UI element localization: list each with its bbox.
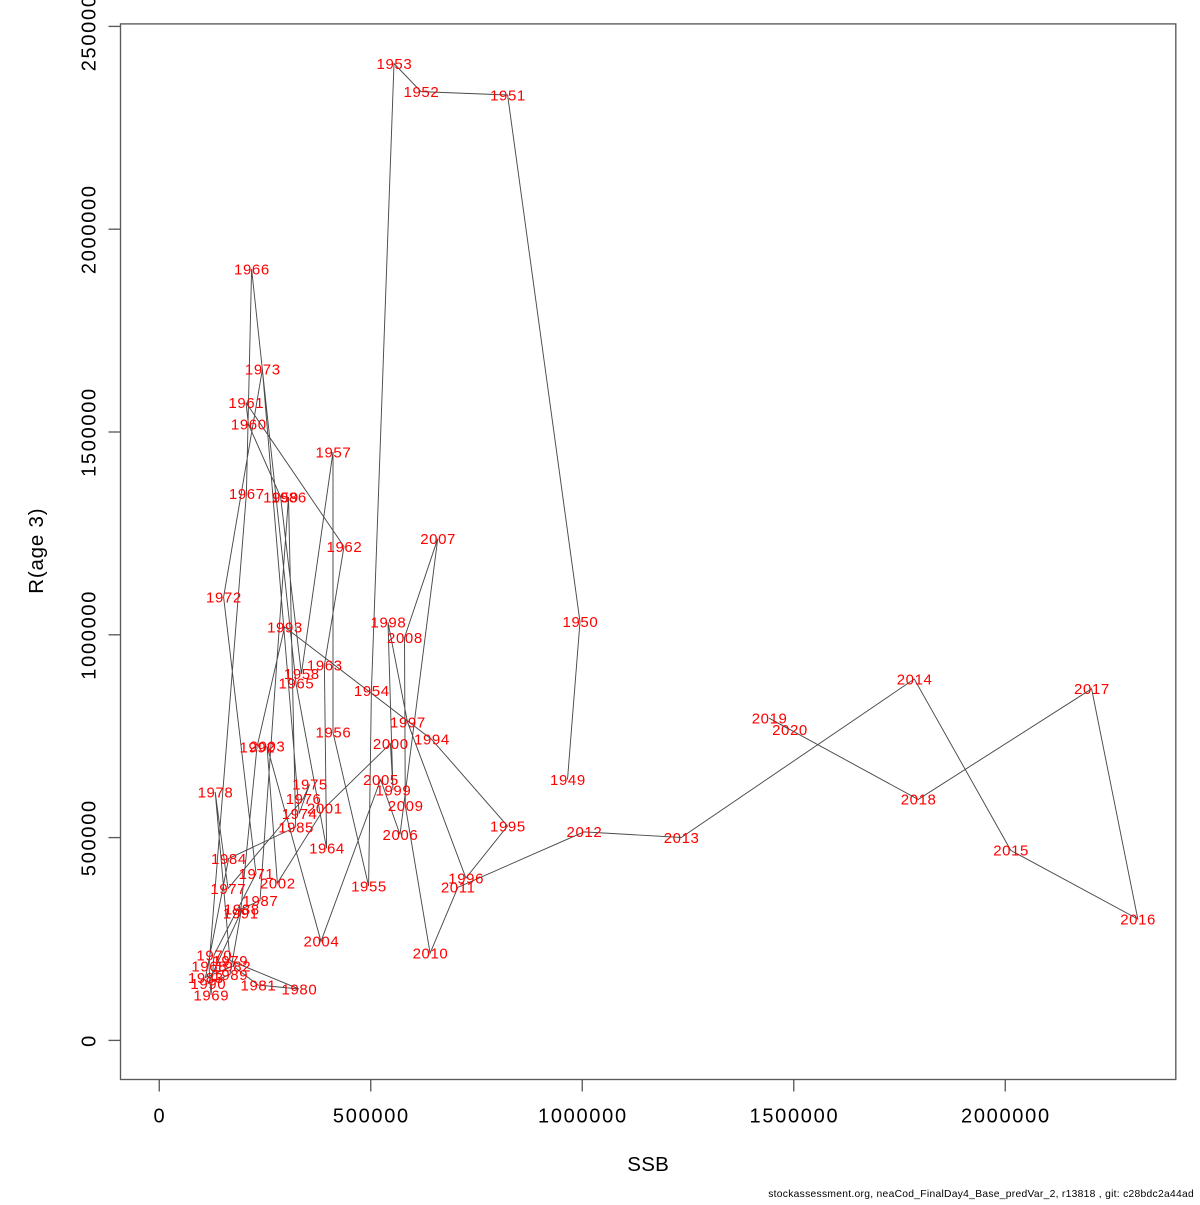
svg-text:1959: 1959 — [263, 489, 299, 506]
svg-text:1967: 1967 — [229, 486, 265, 503]
svg-text:2005: 2005 — [363, 772, 399, 789]
svg-text:2015: 2015 — [993, 843, 1029, 860]
svg-text:2011: 2011 — [441, 880, 476, 897]
svg-text:2018: 2018 — [901, 792, 937, 809]
svg-text:1951: 1951 — [490, 87, 526, 104]
svg-text:1961: 1961 — [228, 395, 264, 412]
svg-text:1955: 1955 — [351, 878, 387, 895]
svg-text:1957: 1957 — [316, 444, 352, 461]
svg-text:2500000: 2500000 — [79, 0, 101, 71]
svg-text:2020: 2020 — [772, 722, 808, 739]
svg-text:2000000: 2000000 — [79, 184, 101, 274]
svg-text:1974: 1974 — [282, 806, 318, 823]
svg-text:2016: 2016 — [1120, 911, 1156, 928]
svg-text:2014: 2014 — [897, 671, 933, 688]
svg-text:1987: 1987 — [243, 893, 279, 910]
svg-text:1991: 1991 — [223, 905, 259, 922]
svg-text:2000000: 2000000 — [961, 1105, 1051, 1127]
svg-text:2003: 2003 — [250, 738, 286, 755]
svg-text:2004: 2004 — [304, 934, 340, 951]
svg-text:1973: 1973 — [245, 362, 281, 379]
svg-text:2008: 2008 — [387, 630, 423, 647]
svg-text:2009: 2009 — [388, 798, 424, 815]
svg-text:2001: 2001 — [307, 800, 343, 817]
svg-text:1971: 1971 — [239, 866, 275, 883]
svg-text:1952: 1952 — [404, 84, 440, 101]
svg-text:1966: 1966 — [234, 261, 270, 278]
svg-text:1993: 1993 — [267, 619, 303, 636]
svg-text:1983: 1983 — [188, 970, 224, 987]
svg-text:2012: 2012 — [567, 824, 603, 841]
svg-text:1980: 1980 — [282, 981, 318, 998]
svg-text:1984: 1984 — [211, 851, 247, 868]
svg-text:1978: 1978 — [198, 784, 234, 801]
svg-text:2013: 2013 — [664, 830, 700, 847]
svg-text:1996: 1996 — [448, 870, 484, 887]
svg-text:1963: 1963 — [307, 658, 343, 675]
svg-text:1000000: 1000000 — [79, 590, 101, 680]
svg-text:1954: 1954 — [354, 683, 390, 700]
svg-text:2010: 2010 — [413, 946, 449, 963]
svg-text:1977: 1977 — [210, 881, 246, 898]
svg-text:2000: 2000 — [373, 736, 409, 753]
svg-text:1975: 1975 — [292, 777, 328, 794]
svg-text:2019: 2019 — [752, 711, 788, 728]
svg-text:1969: 1969 — [193, 987, 229, 1004]
svg-text:1992: 1992 — [240, 739, 276, 756]
svg-text:1968: 1968 — [191, 958, 227, 975]
svg-text:1990: 1990 — [190, 976, 226, 993]
svg-text:1949: 1949 — [550, 772, 586, 789]
svg-text:0: 0 — [153, 1105, 166, 1127]
svg-text:2007: 2007 — [420, 531, 456, 548]
svg-text:1962: 1962 — [327, 539, 363, 556]
svg-text:1979: 1979 — [212, 953, 248, 970]
svg-text:1500000: 1500000 — [79, 387, 101, 477]
svg-text:1995: 1995 — [490, 818, 526, 835]
svg-text:500000: 500000 — [79, 799, 101, 876]
svg-text:R(age 3): R(age 3) — [25, 508, 48, 594]
svg-text:1981: 1981 — [241, 977, 277, 994]
svg-text:1989: 1989 — [212, 967, 248, 984]
svg-text:1998: 1998 — [371, 615, 407, 632]
svg-text:1986: 1986 — [271, 489, 307, 506]
svg-text:1988: 1988 — [224, 901, 260, 918]
svg-text:1965: 1965 — [279, 676, 315, 693]
svg-text:1972: 1972 — [206, 589, 242, 606]
svg-text:1994: 1994 — [414, 732, 450, 749]
svg-text:1999: 1999 — [376, 782, 412, 799]
svg-text:1997: 1997 — [390, 714, 426, 731]
svg-text:500000: 500000 — [333, 1105, 410, 1127]
svg-text:1956: 1956 — [316, 725, 352, 742]
svg-text:1000000: 1000000 — [538, 1105, 628, 1127]
svg-text:1953: 1953 — [377, 56, 413, 73]
svg-text:2017: 2017 — [1074, 681, 1110, 698]
svg-text:1960: 1960 — [231, 417, 267, 434]
svg-text:1958: 1958 — [284, 666, 320, 683]
svg-text:1500000: 1500000 — [750, 1105, 840, 1127]
svg-text:1970: 1970 — [196, 947, 232, 964]
svg-text:1976: 1976 — [286, 791, 322, 808]
svg-text:1982: 1982 — [215, 958, 251, 975]
svg-text:stockassessment.org, neaCod_Fi: stockassessment.org, neaCod_FinalDay4_Ba… — [768, 1189, 1194, 1200]
svg-text:2002: 2002 — [260, 875, 296, 892]
svg-text:1964: 1964 — [309, 841, 345, 858]
svg-text:SSB: SSB — [627, 1153, 669, 1176]
svg-text:1950: 1950 — [563, 614, 599, 631]
svg-text:1985: 1985 — [278, 819, 314, 836]
svg-text:0: 0 — [79, 1034, 101, 1047]
svg-text:2006: 2006 — [383, 827, 419, 844]
